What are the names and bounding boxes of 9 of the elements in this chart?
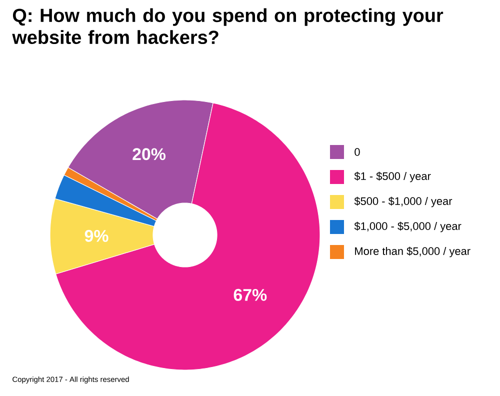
legend-label: More than $5,000 / year bbox=[355, 246, 470, 258]
data-label: 67% bbox=[234, 288, 267, 301]
legend-label: 0 bbox=[354, 148, 360, 156]
chart-title: Q: How much do you spend on protecting your website from hackers? bbox=[12, 8, 444, 44]
legend-label: $1 - $500 / year bbox=[354, 172, 431, 182]
legend-label: $1,000 - $5,000 / year bbox=[354, 222, 462, 232]
data-label: 9% bbox=[84, 230, 108, 242]
data-label: 20% bbox=[132, 148, 166, 160]
legend-label: $500 - $1,000 / year bbox=[354, 196, 452, 208]
